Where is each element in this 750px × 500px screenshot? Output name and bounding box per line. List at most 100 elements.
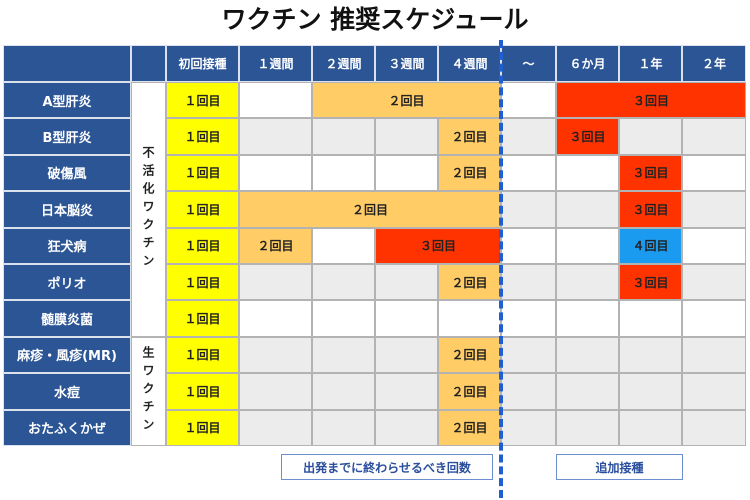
- header-group: [131, 45, 166, 82]
- row-label: B型肝炎: [3, 118, 131, 155]
- dose-bar: ３回目: [619, 154, 682, 192]
- table-cell: [239, 373, 312, 410]
- table-cell: [375, 336, 438, 374]
- table-cell: [312, 154, 375, 192]
- column-header: ２週間: [312, 45, 375, 82]
- dose-bar: １回目: [166, 191, 239, 228]
- table-cell: [682, 154, 746, 192]
- column-header: ４週間: [438, 45, 501, 82]
- column-header: １週間: [239, 45, 312, 82]
- group-inactivated: 不活化ワクチン: [131, 82, 166, 337]
- dose-bar: ２回目: [239, 227, 312, 264]
- table-cell: [556, 300, 619, 337]
- table-cell: [239, 82, 312, 119]
- table-cell: [239, 409, 312, 446]
- row-label: 日本脳炎: [3, 191, 131, 228]
- dose-bar: ３回目: [619, 191, 682, 228]
- column-header: ２年: [682, 45, 746, 82]
- page-title: ワクチン 推奨スケジュール: [221, 5, 529, 34]
- dose-bar: ３回目: [556, 118, 619, 155]
- dose-bar: ２回目: [438, 154, 501, 192]
- dose-bar: ２回目: [438, 118, 501, 155]
- dose-bar: １回目: [166, 300, 239, 337]
- table-cell: [312, 409, 375, 446]
- table-cell: [501, 336, 556, 374]
- header-corner: [3, 45, 131, 82]
- table-cell: [556, 227, 619, 264]
- dose-bar: １回目: [166, 227, 239, 264]
- table-cell: [682, 264, 746, 301]
- dose-bar: ２回目: [438, 409, 501, 446]
- table-cell: [501, 191, 556, 228]
- legend-booster: 追加接種: [556, 454, 683, 480]
- table-cell: [682, 227, 746, 264]
- dose-bar: １回目: [166, 118, 239, 155]
- dose-bar: ２回目: [438, 264, 501, 301]
- row-label: ポリオ: [3, 264, 131, 301]
- dose-bar: ２回目: [438, 373, 501, 410]
- dose-bar: ２回目: [438, 336, 501, 374]
- table-cell: [556, 191, 619, 228]
- table-cell: [682, 300, 746, 337]
- dose-bar: １回目: [166, 373, 239, 410]
- table-cell: [239, 154, 312, 192]
- table-cell: [239, 118, 312, 155]
- table-cell: [501, 118, 556, 155]
- table-cell: [501, 227, 556, 264]
- dose-bar: ３回目: [619, 264, 682, 301]
- table-cell: [682, 336, 746, 374]
- table-cell: [682, 373, 746, 410]
- table-cell: [375, 154, 438, 192]
- row-label: 狂犬病: [3, 227, 131, 264]
- dose-bar: ３回目: [556, 82, 746, 119]
- dose-bar: ３回目: [375, 227, 501, 264]
- column-header: 初回接種: [166, 45, 239, 82]
- dose-bar: ２回目: [239, 191, 501, 228]
- dose-bar: １回目: [166, 264, 239, 301]
- table-cell: [619, 336, 682, 374]
- table-cell: [312, 227, 375, 264]
- dose-bar: １回目: [166, 154, 239, 192]
- dose-bar: ２回目: [312, 82, 501, 119]
- legend-before-departure: 出発までに終わらせるべき回数: [281, 454, 493, 480]
- table-cell: [682, 191, 746, 228]
- column-header: １年: [619, 45, 682, 82]
- dose-bar: １回目: [166, 336, 239, 374]
- table-cell: [556, 409, 619, 446]
- dose-bar: １回目: [166, 82, 239, 119]
- table-cell: [312, 373, 375, 410]
- group-live-label: 生ワクチン: [141, 346, 155, 437]
- departure-divider-line: [499, 40, 503, 498]
- table-cell: [375, 118, 438, 155]
- row-label: 麻疹・風疹(MR): [3, 336, 131, 374]
- row-label: A型肝炎: [3, 82, 131, 119]
- row-label: おたふくかぜ: [3, 409, 131, 446]
- row-label: 破傷風: [3, 154, 131, 192]
- table-cell: [619, 300, 682, 337]
- table-cell: [619, 373, 682, 410]
- group-live: 生ワクチン: [131, 336, 166, 446]
- table-cell: [438, 300, 501, 337]
- table-cell: [619, 409, 682, 446]
- table-cell: [375, 300, 438, 337]
- table-cell: [501, 409, 556, 446]
- table-cell: [556, 264, 619, 301]
- table-cell: [375, 264, 438, 301]
- table-cell: [501, 373, 556, 410]
- table-cell: [375, 409, 438, 446]
- table-cell: [501, 82, 556, 119]
- column-header: ～: [501, 45, 556, 82]
- table-cell: [312, 118, 375, 155]
- table-cell: [312, 264, 375, 301]
- table-cell: [556, 336, 619, 374]
- column-header: ３週間: [375, 45, 438, 82]
- table-cell: [239, 336, 312, 374]
- table-cell: [239, 264, 312, 301]
- row-label: 髄膜炎菌: [3, 300, 131, 337]
- group-inactivated-label: 不活化ワクチン: [141, 146, 155, 273]
- table-cell: [682, 409, 746, 446]
- table-cell: [619, 118, 682, 155]
- table-cell: [312, 300, 375, 337]
- table-cell: [501, 300, 556, 337]
- row-label: 水痘: [3, 373, 131, 410]
